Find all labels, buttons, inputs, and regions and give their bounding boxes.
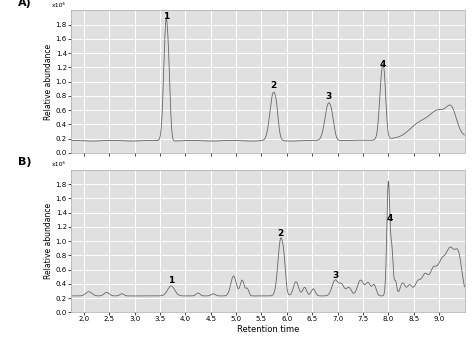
Y-axis label: Relative abundance: Relative abundance [44,43,53,120]
Text: B): B) [18,157,31,167]
Text: 3: 3 [332,271,338,280]
Y-axis label: Relative abundance: Relative abundance [44,203,53,279]
Text: A): A) [18,0,32,8]
Text: 4: 4 [386,214,392,223]
Text: 4: 4 [379,60,385,69]
Text: x10⁶: x10⁶ [51,162,65,167]
Text: 1: 1 [163,12,169,21]
Text: x10⁶: x10⁶ [51,2,65,8]
Text: 1: 1 [168,276,174,285]
Text: 2: 2 [278,229,284,238]
Text: 2: 2 [270,81,276,90]
Text: 3: 3 [325,92,332,101]
X-axis label: Retention time: Retention time [237,325,299,334]
